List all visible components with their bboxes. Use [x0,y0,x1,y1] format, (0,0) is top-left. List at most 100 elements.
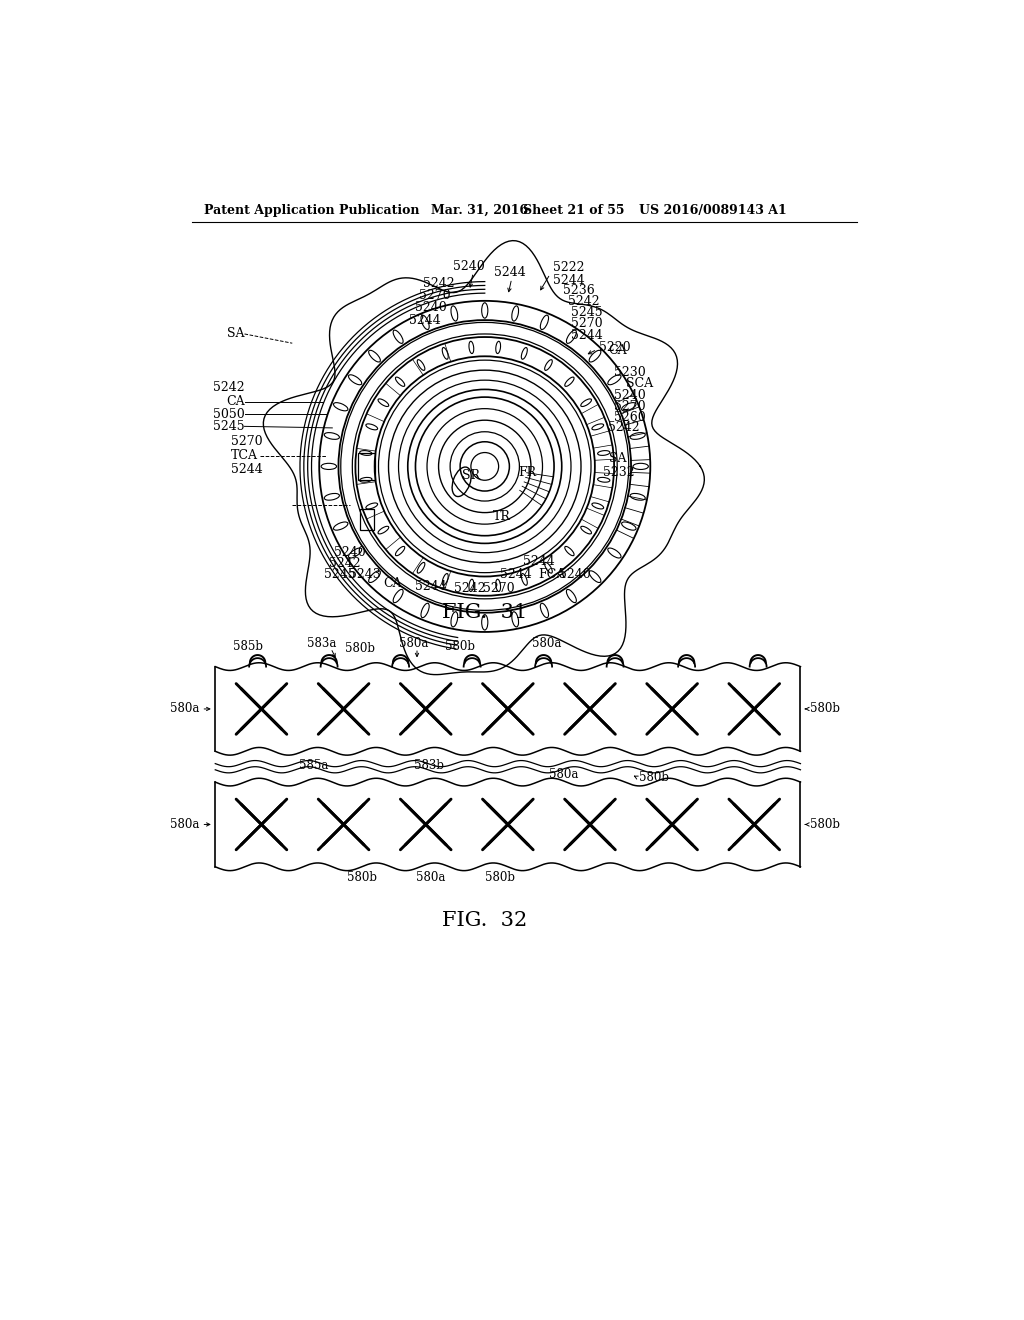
Ellipse shape [496,579,501,591]
Text: SA: SA [227,327,245,341]
Ellipse shape [521,347,527,359]
Text: 5240: 5240 [454,260,485,273]
Ellipse shape [622,403,636,411]
Ellipse shape [592,503,603,510]
Text: 5245: 5245 [325,568,355,581]
Ellipse shape [366,503,378,510]
Text: 580b: 580b [346,871,377,884]
Ellipse shape [417,562,425,573]
Ellipse shape [630,494,645,500]
Ellipse shape [393,590,403,603]
Ellipse shape [442,574,449,585]
Text: SCA: SCA [626,376,652,389]
Ellipse shape [348,375,361,384]
Text: 5245: 5245 [571,306,603,319]
Text: 583b: 583b [415,759,444,772]
Text: 580b: 580b [639,771,669,784]
Ellipse shape [541,315,549,330]
Ellipse shape [421,315,429,330]
Ellipse shape [512,306,518,321]
Text: 5242: 5242 [608,421,640,434]
Ellipse shape [622,521,636,531]
Text: 5242: 5242 [329,557,360,570]
Text: SR: SR [462,469,480,482]
Ellipse shape [442,347,449,359]
Text: 5243: 5243 [349,568,381,581]
Ellipse shape [393,330,403,343]
Ellipse shape [521,574,527,585]
Text: TCA: TCA [230,449,258,462]
Text: FIG.  31: FIG. 31 [442,603,527,622]
Text: 580b: 580b [810,702,840,715]
Text: 5270: 5270 [419,289,451,302]
Text: 580b: 580b [810,818,840,832]
Ellipse shape [369,350,380,362]
Ellipse shape [565,546,574,556]
Text: 5260: 5260 [614,411,646,424]
Text: 5244: 5244 [230,463,262,477]
Text: 5244: 5244 [409,314,440,326]
Ellipse shape [359,450,372,455]
Ellipse shape [581,399,592,407]
Ellipse shape [325,494,339,500]
Text: 5270: 5270 [230,436,262,449]
Ellipse shape [545,562,552,573]
Ellipse shape [417,359,425,371]
Text: Patent Application Publication: Patent Application Publication [204,205,419,218]
Ellipse shape [541,603,549,618]
Ellipse shape [378,527,389,533]
Text: 585b: 585b [232,640,262,653]
Ellipse shape [322,463,337,470]
Ellipse shape [359,478,372,482]
Text: 583a: 583a [307,638,336,649]
Ellipse shape [512,611,518,627]
Text: FCA: FCA [539,568,566,581]
Ellipse shape [366,424,378,430]
Text: 580b: 580b [485,871,515,884]
Text: 580a: 580a [531,638,561,649]
Text: 5244: 5244 [523,556,555,569]
Text: 580a: 580a [399,638,429,649]
Text: 580a: 580a [170,818,200,832]
Text: 5242: 5242 [423,277,455,290]
Text: Mar. 31, 2016: Mar. 31, 2016 [431,205,528,218]
Text: CA: CA [383,577,401,590]
Text: 5240: 5240 [559,568,591,581]
Text: 5232: 5232 [603,466,635,479]
Text: 5244: 5244 [415,579,446,593]
Ellipse shape [630,433,645,440]
Ellipse shape [378,399,389,407]
Ellipse shape [581,527,592,533]
Ellipse shape [451,306,458,321]
Ellipse shape [598,478,610,482]
Ellipse shape [369,570,380,582]
Ellipse shape [481,615,487,630]
Text: 580b: 580b [445,640,475,653]
Text: 5242: 5242 [568,296,599,308]
Text: 5270: 5270 [614,400,646,413]
Text: CA: CA [226,395,245,408]
Ellipse shape [565,378,574,387]
Text: 580a: 580a [549,768,578,781]
Ellipse shape [395,378,404,387]
Text: 5240: 5240 [614,389,646,403]
Text: 580a: 580a [170,702,200,715]
Ellipse shape [395,546,404,556]
Text: 585a: 585a [299,759,329,772]
Text: 5220: 5220 [599,341,631,354]
Ellipse shape [334,521,348,531]
Ellipse shape [334,403,348,411]
Text: 5050: 5050 [213,408,245,421]
Ellipse shape [566,590,577,603]
Bar [360,508,374,531]
Text: 5244: 5244 [500,568,531,581]
Text: 5240: 5240 [334,546,366,560]
Ellipse shape [589,570,601,582]
Ellipse shape [589,350,601,362]
Bar [357,453,375,480]
Ellipse shape [566,330,577,343]
Text: 5244: 5244 [553,273,585,286]
Text: 580b: 580b [345,642,375,655]
Text: US 2016/0089143 A1: US 2016/0089143 A1 [639,205,786,218]
Text: 5236: 5236 [563,284,595,297]
